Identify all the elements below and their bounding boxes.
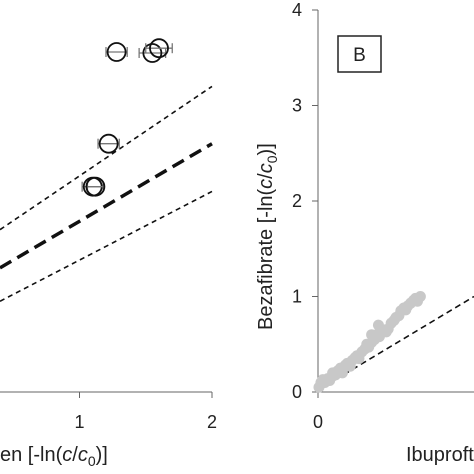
panel-b-y-tick-label: 3 [292, 96, 302, 116]
panel-a-x-axis-label-sub: 0 [88, 453, 96, 469]
panel-b-y-axis-label-text: Bezafibrate [-ln( [255, 188, 277, 330]
panel-b-y-axis-label-slash: / [255, 173, 277, 179]
panel-a-x-tick-label: 2 [207, 412, 217, 432]
panel-a-confidence-line [0, 85, 213, 231]
panel-b-y-tick-label: 4 [292, 0, 302, 20]
panel-a-x-axis-label-c0: c [78, 444, 88, 466]
panel-b-y-tick-label: 2 [292, 191, 302, 211]
panel-b-y-axis-label-end: )] [255, 143, 277, 155]
panel-a-x-axis-label: en [-ln(c/c0)] [0, 444, 108, 469]
panel-a-data-point [98, 133, 119, 154]
panel-b-label: B [353, 45, 366, 66]
panel-a-data-points [81, 38, 173, 197]
panel-b-y-tick-label: 1 [292, 287, 302, 307]
panel-a-confidence-line [0, 190, 213, 302]
panel-b-data-point [414, 291, 426, 302]
panel-a-data-point [106, 42, 127, 62]
panel-a-x-axis-label-text: en [-ln( [0, 444, 63, 466]
panel-b-y-axis-label-sub: 0 [264, 155, 280, 163]
panel-a-x-axis-label-end: )] [96, 444, 108, 466]
panel-a-x-axis-label-slash: / [72, 444, 78, 466]
panel-a-x-axis-label-c: c [62, 444, 72, 466]
panel-b-y-axis-label: Bezafibrate [-ln(c/c0)] [255, 143, 280, 330]
panel-b-label-box [337, 35, 382, 73]
panel-a-x-tick-label: 1 [74, 412, 84, 432]
panel-b-x-tick-label: 0 [313, 412, 323, 432]
panel-a-data-point [149, 38, 169, 59]
panel-b-data-point [372, 319, 384, 331]
panel-a-data-point [85, 176, 106, 197]
panel-a-fit-line [0, 142, 213, 270]
panel-b-data-point [366, 329, 378, 341]
panel-a-fit-lines [0, 85, 213, 302]
panel-a-data-point [142, 43, 163, 63]
panel-b-x-axis-label: Ibuproft [406, 444, 474, 466]
panel-b-y-tick-label: 0 [292, 382, 302, 402]
panel-b-y-axis-label-c0: c [255, 163, 277, 173]
panel-b-data-points [313, 291, 426, 393]
panel-b-y-axis-label-c: c [255, 179, 277, 189]
